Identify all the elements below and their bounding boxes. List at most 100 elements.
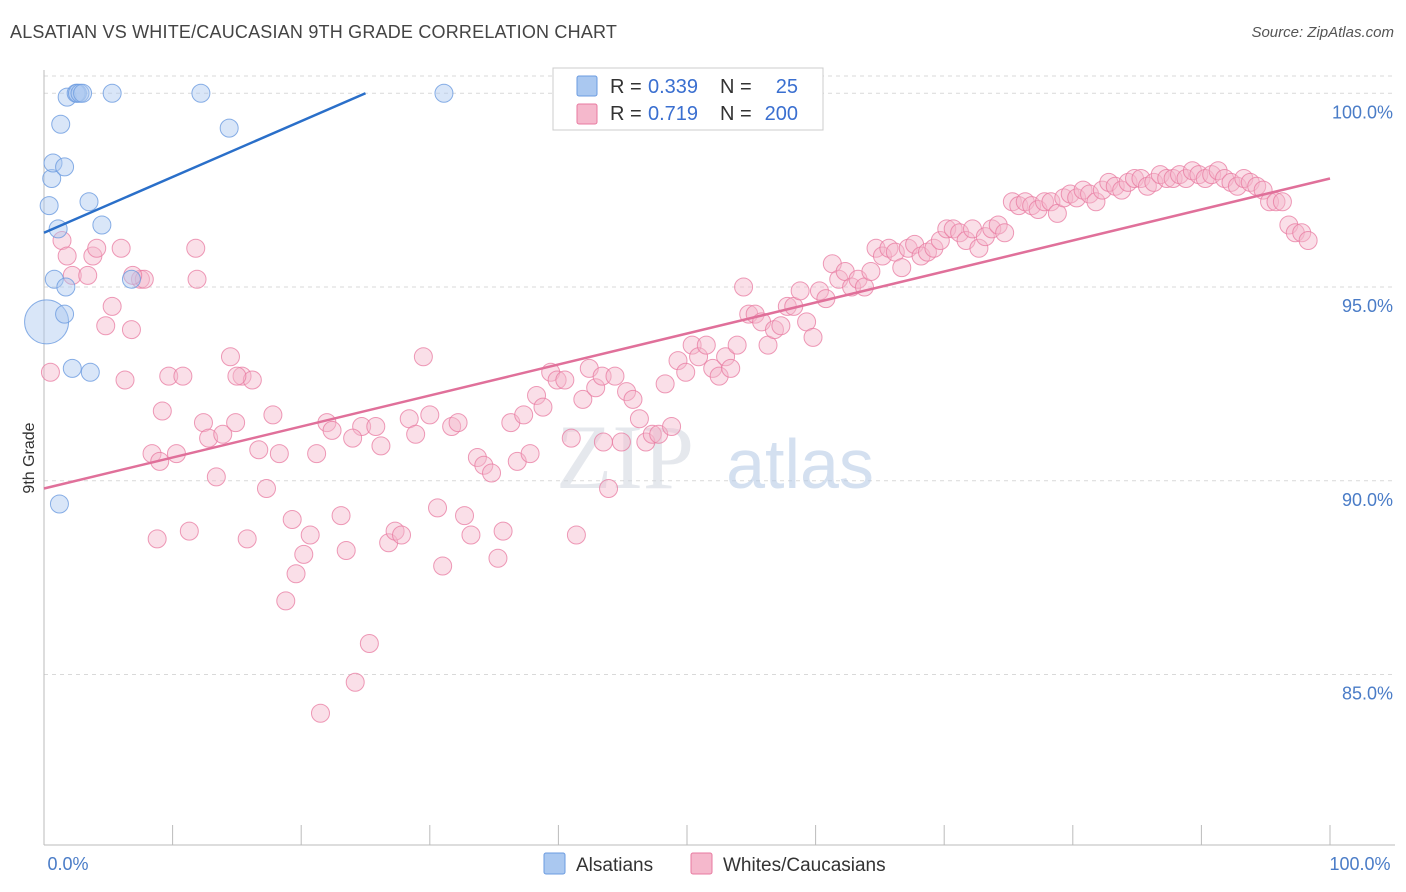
y-axis-label: 9th Grade xyxy=(21,422,38,493)
point-whites-169 xyxy=(1144,172,1164,192)
point-whites-66 xyxy=(482,463,502,483)
point-whites-27 xyxy=(226,413,246,433)
point-whites-72 xyxy=(520,444,540,464)
point-whites-135 xyxy=(924,238,944,258)
point-whites-50 xyxy=(371,436,391,456)
point-whites-68 xyxy=(493,521,513,541)
point-alsatians-7 xyxy=(55,157,75,177)
y-tick-label-100: 100.0% xyxy=(1332,102,1393,122)
point-whites-32 xyxy=(256,479,276,498)
point-alsatians-2 xyxy=(42,169,62,188)
y-tick-label-85: 85.0% xyxy=(1342,684,1393,704)
point-alsatians-17 xyxy=(80,362,100,382)
bottom-legend-swatch-whites xyxy=(690,852,713,875)
stats-legend: R = 0.339 N = 25 R = 0.719 N = 200 xyxy=(552,67,824,131)
series-alsatians xyxy=(24,83,454,514)
point-whites-23 xyxy=(199,428,219,448)
point-whites-16 xyxy=(152,401,172,421)
point-whites-111 xyxy=(771,316,791,336)
point-whites-26 xyxy=(220,347,240,367)
trend-lines xyxy=(43,92,1331,490)
legend-r-label-1: R = xyxy=(610,76,642,98)
watermark: ZIP atlas xyxy=(556,406,874,508)
point-whites-63 xyxy=(461,525,481,545)
point-whites-65 xyxy=(474,455,494,475)
point-whites-98 xyxy=(689,347,709,367)
point-alsatians-23 xyxy=(434,83,454,103)
point-whites-146 xyxy=(995,223,1015,243)
axes xyxy=(43,70,1395,846)
point-whites-105 xyxy=(734,277,754,297)
point-whites-142 xyxy=(969,238,989,258)
point-whites-137 xyxy=(937,219,957,239)
point-whites-195 xyxy=(186,238,206,258)
point-whites-157 xyxy=(1067,188,1087,208)
trend-line-alsatians xyxy=(43,92,366,234)
point-whites-10 xyxy=(115,370,135,390)
point-whites-64 xyxy=(467,448,487,467)
point-alsatians-19 xyxy=(102,83,122,103)
point-whites-37 xyxy=(286,564,306,584)
point-whites-4 xyxy=(78,265,98,285)
point-whites-192 xyxy=(1292,223,1312,243)
point-alsatians-8 xyxy=(56,277,76,297)
point-whites-40 xyxy=(307,444,327,464)
point-whites-21 xyxy=(187,269,207,289)
point-whites-85 xyxy=(605,366,625,386)
legend-n-value-1: 25 xyxy=(776,76,798,98)
point-whites-17 xyxy=(159,366,179,386)
point-whites-97 xyxy=(682,335,702,355)
point-whites-91 xyxy=(642,424,662,444)
trend-line-whites xyxy=(43,177,1331,490)
point-whites-11 xyxy=(121,320,141,340)
x-tick-label-0: 0.0% xyxy=(47,854,88,874)
point-whites-104 xyxy=(727,335,747,355)
point-alsatians-16 xyxy=(79,192,99,212)
bottom-legend-label-alsatians: Alsatians xyxy=(576,855,653,876)
point-whites-153 xyxy=(1041,192,1061,212)
point-whites-48 xyxy=(359,634,379,653)
point-whites-82 xyxy=(586,378,606,398)
point-alsatians-18 xyxy=(92,215,112,235)
point-alsatians-4 xyxy=(44,269,64,289)
point-whites-44 xyxy=(331,506,351,526)
legend-r-value-1: 0.339 xyxy=(648,76,698,98)
point-whites-55 xyxy=(406,424,426,444)
point-whites-179 xyxy=(1208,161,1228,181)
point-whites-31 xyxy=(249,440,269,460)
point-whites-30 xyxy=(242,370,262,390)
point-whites-6 xyxy=(87,238,107,258)
point-whites-160 xyxy=(1086,192,1106,212)
point-whites-18 xyxy=(166,444,186,464)
point-whites-88 xyxy=(623,389,643,409)
watermark-atlas: atlas xyxy=(726,425,874,503)
legend-n-label-1: N = xyxy=(720,76,752,98)
point-whites-1 xyxy=(52,231,72,250)
x-tick-label-100: 100.0% xyxy=(1329,854,1390,874)
bottom-legend-label-whites: Whites/Caucasians xyxy=(723,855,886,876)
point-whites-199 xyxy=(343,428,363,448)
point-whites-39 xyxy=(300,525,320,545)
bottom-legend-swatch-alsatians xyxy=(543,852,566,875)
point-alsatians-3 xyxy=(43,153,63,173)
y-tick-label-90: 90.0% xyxy=(1342,490,1393,510)
point-whites-58 xyxy=(428,498,448,518)
point-whites-38 xyxy=(294,544,314,564)
series-whites-caucasians xyxy=(40,161,1318,723)
y-tick-label-95: 95.0% xyxy=(1342,296,1393,316)
point-whites-174 xyxy=(1176,169,1196,188)
point-whites-29 xyxy=(237,529,257,549)
point-whites-117 xyxy=(809,281,829,301)
point-whites-139 xyxy=(950,223,970,243)
point-whites-125 xyxy=(861,262,881,281)
legend-swatch-alsatians xyxy=(576,75,598,97)
point-whites-194 xyxy=(593,432,613,452)
point-whites-103 xyxy=(721,358,741,378)
point-whites-101 xyxy=(709,366,729,386)
point-whites-43 xyxy=(322,420,342,440)
point-whites-34 xyxy=(269,444,289,464)
point-whites-7 xyxy=(96,316,116,336)
point-alsatians-6 xyxy=(51,114,71,134)
point-alsatians-20 xyxy=(121,269,141,289)
point-whites-45 xyxy=(336,541,356,560)
